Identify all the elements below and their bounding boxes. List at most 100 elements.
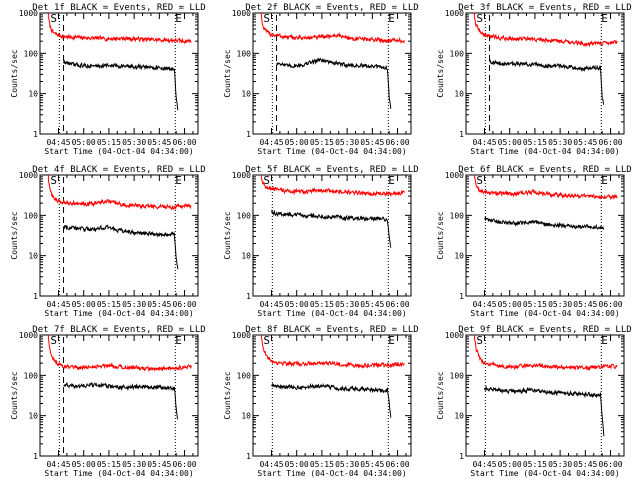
x-tick-label: 05:00 (498, 460, 522, 469)
series-line-red (260, 175, 405, 198)
x-tick-label: 05:30 (335, 300, 359, 309)
series-line-black (276, 57, 392, 109)
detector-plot-7: Det 7f BLACK = Events, RED = LLD 1 10 100 10… (10, 325, 206, 478)
plot-frame (39, 174, 199, 297)
x-tick-label: 06:00 (599, 300, 623, 309)
x-tick-label: 05:00 (72, 138, 96, 147)
x-tick-label: 06:00 (599, 138, 623, 147)
x-tick-label: 05:15 (310, 460, 334, 469)
plot-frame (39, 334, 199, 457)
x-tick-label: 06:00 (173, 300, 197, 309)
x-tick-label: 05:15 (97, 138, 121, 147)
y-axis-label: Counts/sec (10, 211, 19, 259)
x-tick-label: 04:45 (259, 138, 283, 147)
start-marker-label: S (476, 12, 483, 25)
start-marker-label: S (50, 334, 57, 347)
y-tick-label: 10 (28, 252, 38, 261)
x-tick-label: 06:00 (386, 138, 410, 147)
x-tick-label: 04:45 (259, 460, 283, 469)
y-tick-label: 1 (33, 292, 38, 301)
y-axis-label: Counts/sec (223, 371, 232, 419)
end-marker-label: E (175, 12, 182, 25)
start-marker-label: S (476, 334, 483, 347)
x-tick-label: 05:30 (548, 300, 572, 309)
y-tick-label: 10 (28, 90, 38, 99)
end-marker-label: E (388, 334, 395, 347)
y-tick-label: 1000 (445, 331, 464, 340)
x-tick-label: 05:30 (548, 460, 572, 469)
x-axis-label: Start Time (04-Oct-04 04:34:00) (470, 309, 619, 318)
x-axis-label: Start Time (04-Oct-04 04:34:00) (470, 469, 619, 478)
y-tick-label: 10 (241, 90, 251, 99)
x-axis-label: Start Time (04-Oct-04 04:34:00) (44, 309, 193, 318)
x-tick-label: 04:45 (46, 138, 70, 147)
y-tick-label: 100 (24, 371, 39, 380)
x-tick-label: 05:45 (573, 138, 597, 147)
x-tick-label: 05:45 (573, 460, 597, 469)
y-axis-label: Counts/sec (223, 49, 232, 97)
detector-plot-9: Det 9f BLACK = Events, RED = LLD 1 10 100 10… (436, 325, 632, 478)
x-axis-label: Start Time (04-Oct-04 04:34:00) (257, 309, 406, 318)
y-tick-label: 10 (28, 412, 38, 421)
x-tick-label: 05:45 (360, 300, 384, 309)
start-marker-label: S (263, 334, 270, 347)
x-tick-label: 05:30 (122, 460, 146, 469)
y-tick-label: 100 (450, 371, 465, 380)
series-line-black (271, 382, 392, 418)
y-tick-label: 1000 (232, 331, 251, 340)
series-line-red (260, 13, 405, 44)
x-tick-label: 05:00 (72, 300, 96, 309)
plot-title: Det 5f BLACK = Events, RED = LLD (245, 165, 418, 175)
series-line-black (489, 59, 605, 105)
x-tick-label: 06:00 (599, 460, 623, 469)
start-marker-label: S (263, 12, 270, 25)
series-line-red (260, 335, 405, 369)
x-tick-label: 05:15 (310, 138, 334, 147)
y-tick-label: 1000 (445, 9, 464, 18)
plot-title: Det 4f BLACK = Events, RED = LLD (32, 165, 205, 175)
y-tick-label: 10 (241, 252, 251, 261)
end-marker-label: E (388, 12, 395, 25)
end-marker-label: E (175, 334, 182, 347)
x-tick-label: 05:15 (523, 300, 547, 309)
series-line-black (484, 385, 605, 437)
start-marker-label: S (50, 174, 57, 187)
x-tick-label: 05:30 (122, 138, 146, 147)
x-tick-label: 04:45 (472, 138, 496, 147)
plot-title: Det 8f BLACK = Events, RED = LLD (245, 325, 418, 335)
x-tick-label: 05:15 (97, 300, 121, 309)
detector-plot-3: Det 3f BLACK = Events, RED = LLD 1 10 100 10… (436, 3, 632, 156)
y-tick-label: 1 (459, 130, 464, 139)
detector-plot-8: Det 8f BLACK = Events, RED = LLD 1 10 100 10… (223, 325, 419, 478)
x-axis-label: Start Time (04-Oct-04 04:34:00) (44, 469, 193, 478)
y-tick-label: 1 (33, 452, 38, 461)
x-tick-label: 06:00 (386, 300, 410, 309)
start-marker-label: S (263, 174, 270, 187)
x-tick-label: 04:45 (46, 300, 70, 309)
x-tick-label: 06:00 (173, 460, 197, 469)
detector-plot-5: Det 5f BLACK = Events, RED = LLD 1 10 100 10… (223, 165, 419, 318)
end-marker-label: E (388, 174, 395, 187)
plot-frame (465, 174, 625, 297)
x-tick-label: 05:00 (285, 460, 309, 469)
plot-frame (39, 12, 199, 135)
x-tick-label: 05:30 (122, 300, 146, 309)
x-tick-label: 04:45 (472, 460, 496, 469)
plot-frame (465, 334, 625, 457)
plot-title: Det 2f BLACK = Events, RED = LLD (245, 3, 418, 13)
y-tick-label: 1000 (19, 171, 38, 180)
y-tick-label: 10 (454, 252, 464, 261)
plot-title: Det 1f BLACK = Events, RED = LLD (32, 3, 205, 13)
x-tick-label: 06:00 (173, 138, 197, 147)
y-tick-label: 1 (246, 292, 251, 301)
series-line-black (63, 224, 179, 270)
x-tick-label: 05:15 (310, 300, 334, 309)
plot-frame (252, 334, 412, 457)
y-tick-label: 100 (237, 49, 252, 58)
end-marker-label: E (601, 174, 608, 187)
series-line-red (47, 335, 192, 373)
x-tick-label: 05:00 (72, 460, 96, 469)
x-tick-label: 05:45 (360, 138, 384, 147)
